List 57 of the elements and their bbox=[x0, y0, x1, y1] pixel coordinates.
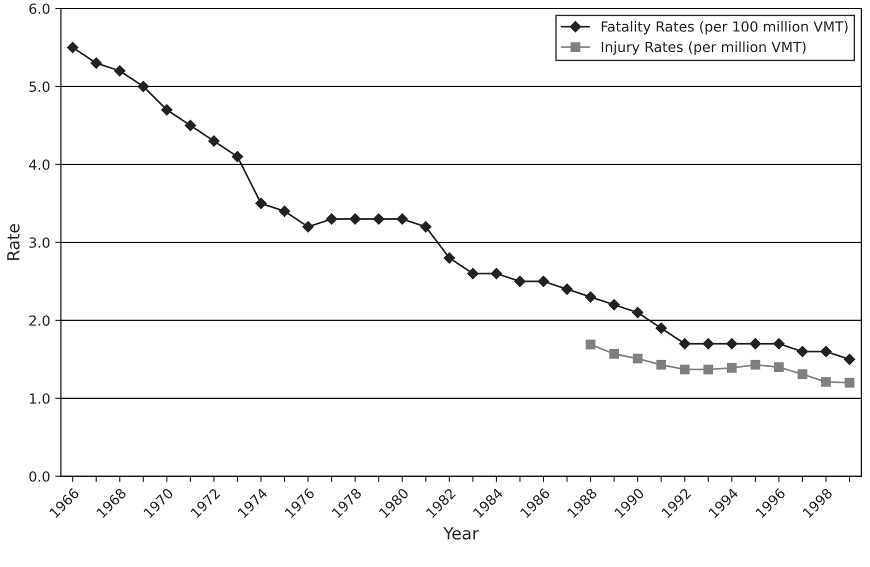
y-tick-label: 1.0 bbox=[30, 393, 50, 404]
point bbox=[656, 322, 667, 334]
point bbox=[302, 221, 314, 232]
point bbox=[632, 354, 643, 364]
point bbox=[67, 42, 78, 54]
point bbox=[232, 151, 244, 162]
y-tick-label: 5.0 bbox=[29, 81, 50, 92]
point bbox=[326, 213, 338, 225]
point bbox=[396, 213, 408, 225]
point bbox=[632, 306, 644, 318]
point bbox=[726, 338, 738, 350]
point bbox=[844, 354, 856, 365]
point bbox=[538, 276, 550, 287]
point bbox=[796, 346, 808, 358]
point bbox=[703, 364, 714, 374]
point bbox=[702, 338, 714, 350]
point bbox=[514, 276, 526, 287]
point bbox=[609, 349, 619, 359]
point bbox=[680, 364, 690, 374]
point bbox=[820, 346, 832, 358]
point bbox=[350, 213, 361, 225]
point bbox=[774, 362, 784, 372]
point bbox=[138, 80, 149, 92]
point bbox=[90, 57, 102, 69]
point bbox=[750, 360, 760, 370]
legend-label: Fatality Rates (per 100 million VMT) bbox=[602, 21, 848, 34]
point bbox=[444, 252, 455, 264]
y-tick-label: 2.0 bbox=[29, 315, 50, 326]
y-tick-label: 6.0 bbox=[29, 3, 50, 14]
point bbox=[561, 284, 573, 295]
y-tick-label: 4.0 bbox=[29, 159, 50, 170]
point bbox=[490, 268, 502, 280]
legend-label: Injury Rates (per million VMT) bbox=[602, 41, 806, 55]
point bbox=[821, 377, 831, 387]
point bbox=[844, 378, 854, 388]
point bbox=[656, 360, 666, 370]
x-axis-title: Year bbox=[443, 527, 479, 540]
point bbox=[584, 291, 596, 303]
y-tick-label: 3.0 bbox=[29, 237, 50, 248]
point bbox=[255, 198, 267, 210]
point bbox=[773, 338, 785, 350]
y-tick-label: 0.0 bbox=[29, 471, 50, 482]
point bbox=[420, 221, 432, 232]
point bbox=[586, 340, 596, 350]
point bbox=[161, 104, 172, 116]
point bbox=[726, 363, 737, 373]
point bbox=[278, 206, 290, 217]
point bbox=[750, 338, 761, 350]
point bbox=[184, 120, 196, 132]
y-axis-title: Rate bbox=[7, 224, 20, 260]
point bbox=[114, 65, 126, 76]
point bbox=[373, 213, 384, 225]
point bbox=[208, 135, 220, 147]
point bbox=[467, 268, 478, 280]
point bbox=[608, 299, 620, 310]
point bbox=[798, 369, 808, 380]
point bbox=[679, 338, 690, 350]
